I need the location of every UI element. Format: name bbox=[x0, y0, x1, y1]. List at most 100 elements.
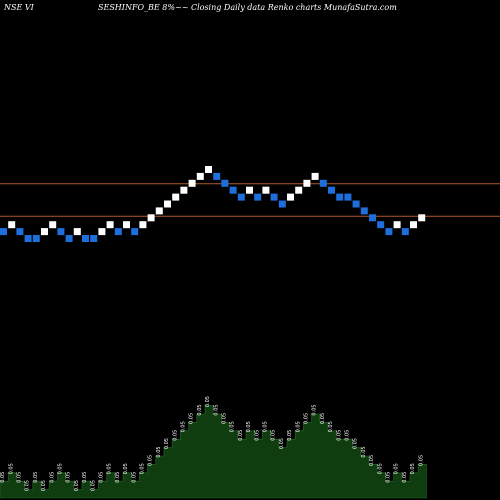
renko-brick-down bbox=[237, 193, 245, 201]
volume-value-label: 0.05 bbox=[131, 472, 137, 483]
renko-brick-down bbox=[336, 193, 344, 201]
renko-brick-up bbox=[262, 186, 270, 194]
renko-brick-up bbox=[155, 207, 163, 215]
chart-header: NSE VI SESHINFO_BE 8%~~ Closing Daily da… bbox=[4, 3, 496, 15]
volume-value-label: 0.05 bbox=[312, 404, 318, 415]
renko-brick-up bbox=[303, 179, 311, 187]
renko-brick-down bbox=[213, 172, 221, 180]
volume-value-label: 0.05 bbox=[140, 463, 146, 474]
renko-brick-up bbox=[418, 214, 426, 222]
renko-brick-down bbox=[319, 179, 327, 187]
volume-value-label: 0.05 bbox=[0, 472, 6, 483]
renko-brick-down bbox=[57, 228, 65, 236]
volume-value-label: 0.05 bbox=[181, 421, 187, 432]
renko-brick-down bbox=[32, 235, 40, 242]
ticker-label: NSE VI bbox=[4, 3, 34, 12]
volume-value-label: 0.05 bbox=[189, 413, 195, 424]
volume-value-label: 0.05 bbox=[246, 421, 252, 432]
volume-value-label: 0.05 bbox=[148, 455, 154, 466]
renko-brick-up bbox=[73, 228, 81, 236]
volume-value-label: 0.05 bbox=[66, 472, 72, 483]
volume-value-label: 0.05 bbox=[172, 430, 178, 441]
renko-brick-up bbox=[393, 221, 401, 229]
renko-brick-down bbox=[0, 228, 7, 236]
volume-value-label: 0.05 bbox=[8, 463, 14, 474]
renko-brick-down bbox=[90, 235, 98, 242]
volume-value-label: 0.05 bbox=[49, 472, 55, 483]
volume-area-shape bbox=[0, 405, 427, 499]
volume-value-label: 0.05 bbox=[279, 438, 285, 449]
volume-value-label: 0.05 bbox=[386, 472, 392, 483]
volume-value-label: 0.05 bbox=[58, 463, 64, 474]
volume-value-label: 0.05 bbox=[353, 438, 359, 449]
renko-brick-down bbox=[369, 214, 376, 222]
volume-value-label: 0.05 bbox=[345, 430, 351, 441]
volume-value-label: 0.05 bbox=[402, 472, 408, 483]
renko-brick-down bbox=[352, 200, 360, 208]
renko-brick-up bbox=[172, 193, 180, 201]
volume-value-label: 0.05 bbox=[254, 430, 260, 441]
volume-value-label: 0.05 bbox=[222, 413, 228, 424]
volume-value-label: 0.05 bbox=[361, 446, 367, 457]
volume-value-label: 0.05 bbox=[33, 472, 39, 483]
renko-brick-down bbox=[221, 179, 229, 187]
renko-brick-down bbox=[328, 186, 335, 194]
volume-value-label: 0.05 bbox=[74, 480, 80, 491]
renko-brick-down bbox=[401, 228, 409, 236]
renko-brick-up bbox=[106, 221, 114, 229]
volume-value-label: 0.05 bbox=[213, 404, 219, 415]
renko-brick-down bbox=[360, 207, 368, 215]
volume-value-label: 0.05 bbox=[263, 421, 269, 432]
renko-brick-up bbox=[311, 172, 319, 180]
renko-brick-up bbox=[295, 186, 303, 194]
renko-brick-up bbox=[147, 214, 155, 222]
volume-value-label: 0.05 bbox=[377, 463, 383, 474]
renko-brick-down bbox=[278, 200, 286, 208]
volume-value-label: 0.05 bbox=[205, 396, 211, 407]
renko-brick-up bbox=[139, 221, 147, 229]
volume-value-label: 0.05 bbox=[164, 438, 170, 449]
renko-brick-up bbox=[180, 186, 188, 194]
volume-area bbox=[0, 405, 427, 499]
volume-value-label: 0.05 bbox=[17, 472, 23, 483]
renko-brick-down bbox=[377, 221, 385, 229]
volume-labels: 0.050.050.050.050.050.050.050.050.050.05… bbox=[0, 396, 424, 491]
renko-brick-down bbox=[229, 186, 237, 194]
volume-value-label: 0.05 bbox=[295, 421, 301, 432]
renko-brick-up bbox=[287, 193, 294, 201]
renko-brick-down bbox=[82, 235, 89, 242]
volume-value-label: 0.05 bbox=[107, 463, 113, 474]
volume-value-label: 0.05 bbox=[90, 480, 96, 491]
volume-value-label: 0.05 bbox=[41, 480, 47, 491]
renko-brick-down bbox=[270, 193, 278, 201]
volume-value-label: 0.05 bbox=[82, 472, 88, 483]
renko-brick-down bbox=[65, 235, 73, 242]
volume-value-label: 0.05 bbox=[394, 463, 400, 474]
volume-value-label: 0.05 bbox=[197, 404, 203, 415]
volume-value-label: 0.05 bbox=[336, 430, 342, 441]
renko-brick-up bbox=[196, 172, 204, 180]
volume-value-label: 0.05 bbox=[156, 446, 162, 457]
renko-brick-up bbox=[123, 221, 130, 229]
volume-value-label: 0.05 bbox=[25, 480, 31, 491]
reference-lines bbox=[0, 183, 500, 217]
renko-brick-up bbox=[8, 221, 16, 229]
renko-bricks bbox=[0, 166, 426, 242]
volume-value-label: 0.05 bbox=[418, 455, 424, 466]
renko-brick-down bbox=[131, 228, 139, 236]
renko-brick-down bbox=[344, 193, 352, 201]
volume-value-label: 0.05 bbox=[369, 455, 375, 466]
volume-value-label: 0.05 bbox=[410, 463, 416, 474]
renko-brick-up bbox=[164, 200, 171, 208]
renko-brick-down bbox=[114, 228, 122, 236]
renko-brick-down bbox=[254, 193, 262, 201]
renko-brick-up bbox=[188, 179, 196, 187]
renko-brick-up bbox=[205, 166, 212, 173]
volume-value-label: 0.05 bbox=[123, 463, 129, 474]
volume-value-label: 0.05 bbox=[115, 472, 121, 483]
volume-value-label: 0.05 bbox=[271, 430, 277, 441]
volume-value-label: 0.05 bbox=[99, 472, 105, 483]
renko-brick-down bbox=[385, 228, 393, 236]
